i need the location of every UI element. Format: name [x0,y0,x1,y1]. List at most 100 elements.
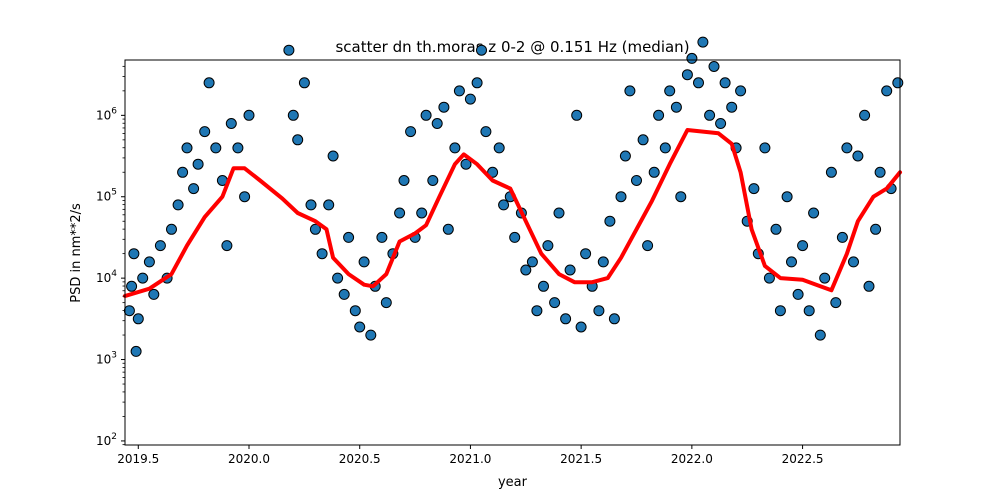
scatter-point [137,272,149,284]
scatter-point [604,215,616,227]
scatter-point [615,191,627,203]
scatter-point [420,109,432,121]
scatter-point [560,313,572,325]
scatter-point [870,223,882,235]
scatter-point [892,77,904,89]
scatter-point [442,223,454,235]
scatter-point [232,142,244,154]
scatter-point [726,101,738,113]
scatter-point [852,150,864,162]
scatter-point [130,345,142,357]
scatter-point [287,109,299,121]
scatter-point [664,85,676,97]
x-axis-label: year [498,475,528,490]
scatter-point [192,158,204,170]
scatter-point [697,36,709,48]
scatter-point [648,166,660,178]
x-tick-label: 2022.0 [671,452,713,466]
scatter-point [708,61,720,72]
scatter-point [770,223,782,235]
scatter-point [759,142,771,154]
scatter-point [398,175,410,186]
scatter-point [405,126,417,138]
scatter-point [365,329,377,341]
scatter-point [509,231,521,243]
scatter-point [781,191,793,203]
scatter-point [343,231,355,243]
x-tick-label: 2020.5 [339,452,381,466]
scatter-point [349,305,361,317]
scatter-point [498,199,510,211]
scatter-point [123,305,135,317]
scatter-point [803,305,815,317]
scatter-point [476,44,487,56]
scatter-point [431,118,443,129]
scatter-point [292,134,304,146]
plot-frame [124,59,901,446]
scatter-point [225,118,237,129]
scatter-point [126,280,138,292]
scatter-point [493,142,505,154]
scatter-point [239,191,251,203]
scatter-point [670,101,682,113]
scatter-point [686,52,698,64]
scatter-point [681,69,693,81]
scatter-point [786,256,797,268]
scatter-point [863,280,875,292]
scatter-point [619,150,631,162]
scatter-point [593,305,605,317]
scatter-point [830,297,842,309]
scatter-point [338,288,350,300]
scatter-point [542,240,554,252]
scatter-point [659,142,671,154]
scatter-point [653,109,665,121]
scatter-point [564,264,576,276]
scatter-point [283,44,295,56]
scatter-point [181,142,193,154]
scatter-point [841,142,853,154]
trend-layer [123,128,902,298]
scatter-point [199,126,211,138]
scatter-point [148,288,160,300]
scatter-point [704,109,716,121]
scatter-point [715,118,727,129]
scatter-point [859,109,871,121]
scatter-point [608,313,620,325]
x-tick-label: 2021.0 [449,452,491,466]
scatter-point [188,183,200,195]
scatter-point [520,264,532,276]
scatter-point [719,77,731,89]
x-tick-label: 2020.0 [228,452,270,466]
scatter-point [549,297,561,309]
scatter-point [797,240,809,252]
scatter-point [881,85,893,97]
scatter-point [526,256,538,268]
scatter-point [774,305,786,317]
scatter-point [748,183,760,195]
scatter-point [354,321,366,333]
scatter-point [814,329,826,341]
scatter-point [792,288,804,300]
scatter-point [358,256,370,268]
scatter-point [874,166,886,178]
median-line [123,128,902,298]
scatter-point [177,166,189,178]
x-tick-label: 2022.5 [782,452,824,466]
scatter-point [327,150,339,162]
scatter-point [819,272,831,284]
y-axis-label: PSD in nm**2/s [69,203,84,303]
scatter-point [438,101,450,113]
axes-layer: 2019.5 2020.0 2020.5 2021.0 2021.5 2022.0 2022… [96,59,901,466]
scatter-point [735,85,747,97]
scatter-point [571,109,583,121]
scatter-point [203,77,215,89]
scatter-point [172,199,184,211]
scatter-point [808,207,820,219]
chart-title: scatter dn th.moras z 0-2 @ 0.151 Hz (me… [335,38,689,56]
scatter-point [376,231,388,243]
scatter-point [597,256,609,268]
scatter-point [480,126,492,138]
scatter-point [825,166,837,178]
